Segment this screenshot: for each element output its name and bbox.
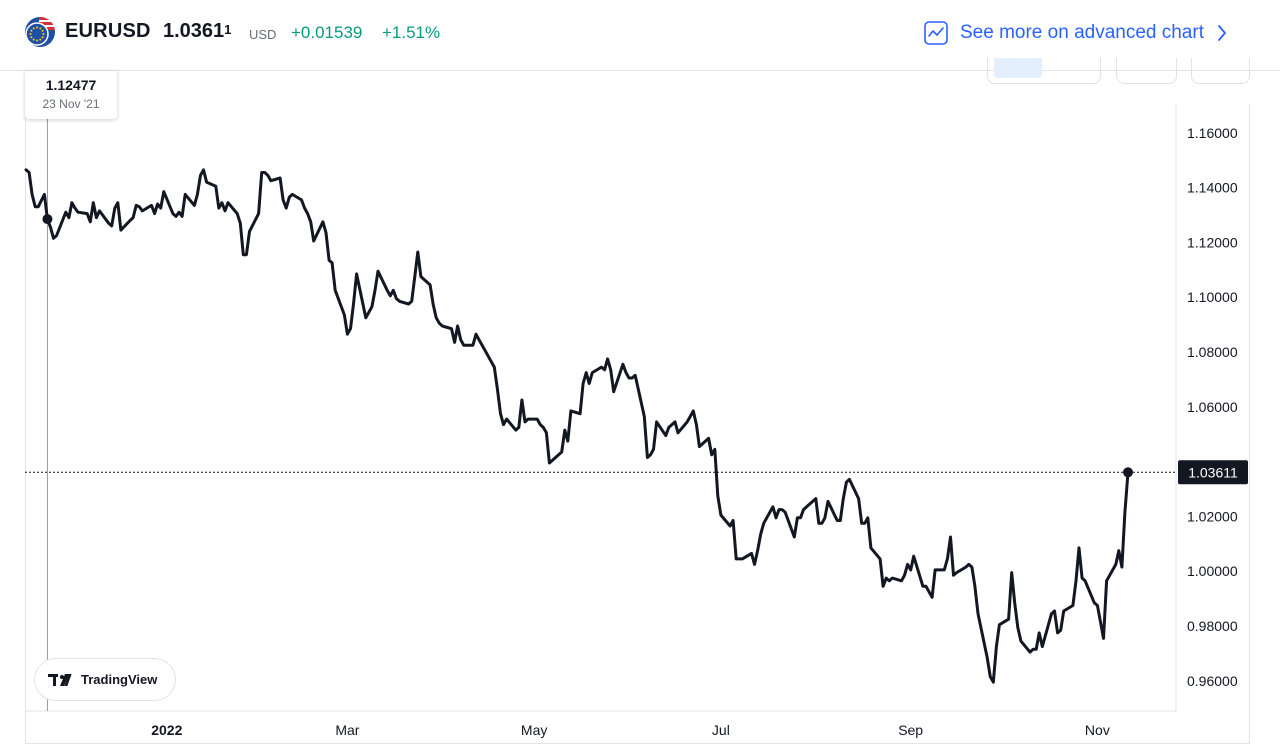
advanced-chart-label: See more on advanced chart: [960, 22, 1204, 43]
price-tick-label: 1.00000: [1187, 563, 1238, 579]
price-change-percent: +1.51%: [382, 23, 441, 42]
time-axis: 2022 Mar May Jul Sep Nov: [151, 722, 1110, 738]
eu-us-flag-icon: [25, 17, 55, 47]
price-axis: 1.16000 1.14000 1.12000 1.10000 1.08000 1.060…: [1187, 125, 1238, 689]
price-tick-label: 1.02000: [1187, 508, 1238, 524]
last-price-superscript: 1: [224, 22, 232, 37]
time-tick-label: Nov: [1085, 722, 1110, 738]
last-price: 1.03611: [163, 20, 231, 43]
price-tick-label: 1.12000: [1187, 234, 1238, 250]
time-tick-label: 2022: [151, 722, 182, 738]
tooltip-date: 23 Nov '21: [42, 97, 100, 111]
price-tick-label: 0.96000: [1187, 673, 1238, 689]
price-tick-label: 1.08000: [1187, 344, 1238, 360]
crosshair-point: [42, 214, 53, 225]
price-tick-label: 1.14000: [1187, 180, 1238, 196]
advanced-chart-link[interactable]: See more on advanced chart: [924, 19, 1228, 47]
last-price-main: 1.0361: [163, 20, 225, 42]
range-button-active[interactable]: [987, 58, 1101, 84]
range-button-2[interactable]: [1191, 58, 1250, 84]
price-series-line: [24, 168, 1130, 684]
time-tick-label: May: [521, 722, 547, 738]
chevron-right-icon: [1218, 25, 1226, 41]
price-tick-label: 1.06000: [1187, 399, 1238, 415]
price-tick-label: 1.10000: [1187, 289, 1238, 305]
last-price-tag-label: 1.03611: [1188, 464, 1238, 480]
tradingview-mark-icon: [48, 673, 72, 686]
tooltip-price: 1.12477: [45, 77, 97, 93]
price-tick-label: 0.98000: [1187, 618, 1238, 634]
chart-frame: [25, 104, 1250, 744]
time-tick-label: Jul: [712, 722, 730, 738]
chart-line-icon: [924, 21, 948, 45]
range-button[interactable]: [1116, 58, 1177, 84]
last-price-point: [1123, 467, 1133, 478]
crosshair-tooltip: 1.12477 23 Nov '21: [25, 71, 117, 119]
symbol-name: EURUSD: [65, 20, 151, 42]
symbol-header: EURUSD 1.03611 USD +0.01539 +1.51% See m…: [0, 0, 1280, 71]
tradingview-logo[interactable]: TradingView: [35, 659, 175, 700]
price-change: +0.01539: [291, 23, 363, 42]
time-tick-label: Sep: [898, 722, 923, 738]
time-tick-label: Mar: [335, 722, 359, 738]
price-tick-label: 1.16000: [1187, 125, 1238, 141]
last-price-tag: 1.03611: [1178, 460, 1248, 485]
currency-label: USD: [249, 27, 277, 42]
tradingview-logo-text: TradingView: [81, 672, 158, 687]
